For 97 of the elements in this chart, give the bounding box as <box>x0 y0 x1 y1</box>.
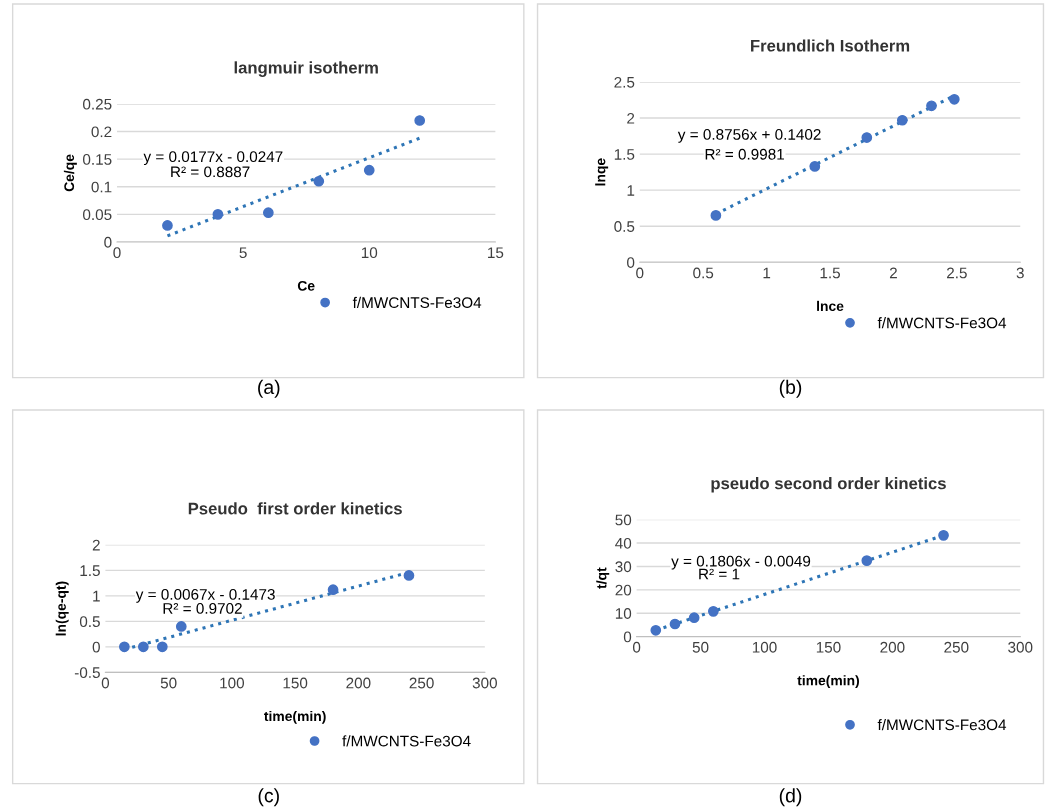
text: (b) <box>779 379 802 398</box>
x-tick-label: 150 <box>816 641 841 653</box>
y-tick-label: 1 <box>627 185 635 196</box>
legend-label: f/MWCNTS-Fe3O4 <box>877 719 1007 731</box>
x-tick-label: 1 <box>763 267 771 279</box>
x-tick-label: 0 <box>636 267 644 279</box>
x-axis-title: time(min) <box>797 675 859 689</box>
y-axis-title: lnqe <box>595 158 609 186</box>
annotation: y = 0.0177x - 0.0247 <box>143 151 283 166</box>
y-tick-label: 0.2 <box>91 126 112 138</box>
point <box>707 605 719 617</box>
point <box>212 209 224 220</box>
x-tick-label: 200 <box>346 677 371 689</box>
legend-label: f/MWCNTS-Fe3O4 <box>877 317 1007 329</box>
chart-title: Freundlich Isotherm <box>751 39 910 52</box>
point <box>262 207 274 219</box>
point <box>710 210 722 221</box>
annotation: R² = 0.9702 <box>163 603 242 614</box>
y-axis-title: Ce/qe <box>63 154 77 192</box>
legend-label: f/MWCNTS-Fe3O4 <box>342 735 471 747</box>
point <box>363 164 375 176</box>
point <box>313 175 325 187</box>
y-tick-label: 2.5 <box>614 76 635 88</box>
x-tick-label: 100 <box>752 641 777 653</box>
point <box>669 618 681 630</box>
y-axis-title: ln(qe-qt) <box>55 581 69 636</box>
annotation: R² = 1 <box>699 568 740 580</box>
point <box>650 624 662 636</box>
y-tick-label: 0.5 <box>79 616 100 628</box>
x-tick-label: 0.5 <box>693 267 714 279</box>
x-tick-label: 50 <box>692 641 709 653</box>
point <box>861 132 873 143</box>
x-tick-label: 100 <box>220 677 245 689</box>
text: (a) <box>258 379 280 398</box>
x-tick-label: 300 <box>472 677 497 689</box>
point <box>156 641 168 653</box>
y-tick-label: 0 <box>104 236 112 248</box>
annotation: y = 0.0067x - 0.1473 <box>135 589 275 603</box>
x-tick-label: 150 <box>283 677 308 689</box>
y-tick-label: 40 <box>615 537 632 549</box>
x-tick-label: 250 <box>944 641 969 653</box>
y-tick-label: 20 <box>615 584 632 596</box>
point <box>137 641 149 653</box>
y-tick-label: 0 <box>627 257 635 268</box>
chart-title: pseudo second order kinetics <box>711 477 946 493</box>
x-tick-label: 3 <box>1016 267 1024 279</box>
x-tick-label: 1.5 <box>820 267 840 279</box>
annotation: y = 0.8756x + 0.1402 <box>677 129 821 143</box>
x-axis-title: time(min) <box>264 710 326 724</box>
y-tick-label: 50 <box>615 514 632 526</box>
y-tick-label: 0.15 <box>83 154 112 165</box>
x-axis-title: lnce <box>817 300 844 312</box>
x-tick-label: 300 <box>1008 641 1033 653</box>
point <box>938 529 949 541</box>
y-tick-label: 1 <box>93 590 100 602</box>
point <box>162 220 173 231</box>
text: (c) <box>258 788 279 807</box>
text: (d) <box>779 788 802 807</box>
point <box>688 612 700 624</box>
x-tick-label: 2.5 <box>947 267 967 279</box>
point <box>119 641 130 653</box>
x-tick-label: 2 <box>889 267 897 279</box>
x-tick-label: 250 <box>409 677 434 689</box>
y-tick-label: 0.05 <box>83 209 112 221</box>
annotation: R² = 0.8887 <box>171 166 250 178</box>
point <box>414 115 426 126</box>
point <box>948 93 960 105</box>
x-tick-label: 5 <box>239 247 247 259</box>
point <box>175 621 187 632</box>
y-tick-label: 2 <box>92 539 100 551</box>
point <box>926 100 937 112</box>
chart-title: Pseudo first order kinetics <box>188 502 402 515</box>
x-axis-title: Ce <box>297 280 315 291</box>
x-tick-label: 10 <box>361 247 378 259</box>
point <box>896 114 908 126</box>
y-tick-label: 10 <box>615 608 632 619</box>
x-tick-label: 200 <box>880 641 905 653</box>
annotation: R² = 0.9981 <box>705 148 784 160</box>
y-tick-label: 30 <box>615 561 632 573</box>
chart-title: langmuir isotherm <box>234 61 378 77</box>
point <box>809 161 821 172</box>
y-tick-label: 1.5 <box>80 565 100 577</box>
y-tick-label: 0.25 <box>83 98 112 110</box>
x-tick-label: 0 <box>113 247 121 259</box>
y-axis-title: t/qt <box>596 567 610 589</box>
y-tick-label: 0.1 <box>91 181 112 193</box>
x-tick-label: 15 <box>488 247 504 259</box>
y-tick-label: 2 <box>627 112 635 124</box>
y-tick-label: 0 <box>623 631 632 643</box>
point <box>861 555 873 566</box>
y-tick-label: 0.5 <box>614 221 635 232</box>
point <box>327 584 339 596</box>
y-tick-label: -0.5 <box>74 667 100 679</box>
x-tick-label: 50 <box>160 677 177 689</box>
point <box>403 570 415 581</box>
legend-label: f/MWCNTS-Fe3O4 <box>352 296 482 309</box>
y-tick-label: 1.5 <box>614 149 635 160</box>
